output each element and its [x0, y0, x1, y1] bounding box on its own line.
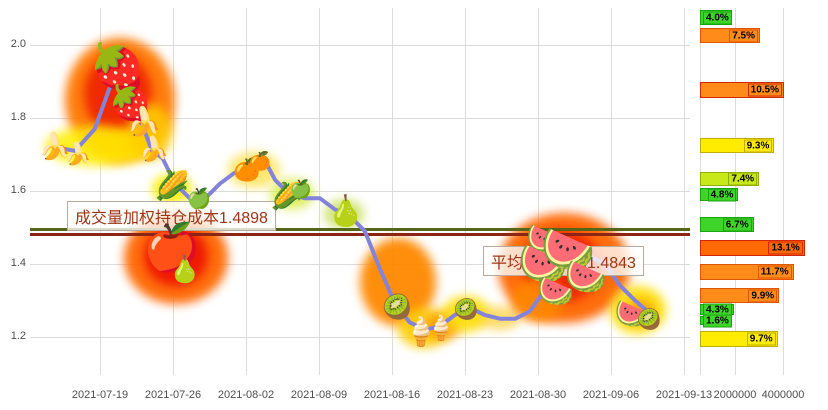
- corn-icon: 🌽: [154, 170, 190, 201]
- volume-profile-bar: 7.5%: [700, 28, 760, 43]
- x-axis-label: 2021-08-30: [509, 389, 567, 401]
- volume-profile-bar: 13.1%: [700, 240, 805, 256]
- volume-profile-bar: 4.8%: [700, 188, 739, 201]
- volume-bar-label: 9.7%: [746, 332, 776, 346]
- volume-bar-label: 7.5%: [729, 29, 758, 42]
- volume-bar-label: 9.9%: [748, 289, 778, 302]
- kiwi-icon: 🥝: [453, 299, 479, 321]
- banana-icon: 🍌: [139, 136, 169, 163]
- x-axis-label: 2021-08-09: [290, 389, 348, 401]
- volume-bar-label: 13.1%: [768, 241, 803, 255]
- y-axis-label: 1.8: [10, 111, 26, 123]
- kiwi-icon: 🥝: [636, 309, 662, 331]
- volume-bar-label: 6.7%: [722, 218, 752, 231]
- y-axis-label: 1.2: [10, 330, 26, 342]
- x-axis-label: 2021-07-26: [144, 389, 202, 401]
- pear-icon: 🍐: [327, 195, 365, 228]
- volume-profile-bar: 7.4%: [700, 172, 760, 186]
- volume-bar-label: 1.6%: [703, 314, 732, 327]
- banana-icon: 🍌: [64, 141, 92, 166]
- volume-profile-bar: 6.7%: [700, 217, 754, 232]
- volume-profile-bar: 4.0%: [700, 10, 732, 25]
- y-axis-label: 1.4: [10, 257, 26, 269]
- y-axis-label: 2.0: [10, 38, 26, 50]
- y-axis-label: 1.6: [10, 184, 26, 196]
- x-axis-label: 2021-09-13: [655, 389, 713, 401]
- gridline-horizontal: [30, 191, 690, 192]
- gridline-horizontal: [30, 45, 690, 46]
- pear-icon: 🍐: [168, 254, 202, 284]
- volume-profile-bar: 10.5%: [700, 82, 784, 98]
- volume-bar-label: 9.3%: [743, 139, 773, 152]
- x-axis-label: 2021-08-16: [363, 389, 421, 401]
- banana-icon: 🍌: [126, 106, 162, 137]
- x-axis-label: 4000000: [761, 389, 805, 401]
- x-axis-label: 2021-08-23: [436, 389, 494, 401]
- green-apple-icon: 🍏: [186, 188, 212, 210]
- volume-profile-bar: 9.3%: [700, 138, 775, 153]
- gridline-horizontal: [30, 337, 690, 338]
- volume-profile-bar: 9.9%: [700, 288, 780, 303]
- volume-bar-label: 7.4%: [728, 172, 758, 186]
- volume-profile-bar: 1.6%: [700, 314, 732, 327]
- tangerine-icon: 🍊: [248, 151, 272, 171]
- icecream-icon: 🍦: [426, 315, 456, 342]
- watermelon-icon: 🍉: [537, 275, 575, 308]
- x-axis-label: 2000000: [713, 389, 757, 401]
- x-axis-label: 2021-07-19: [71, 389, 129, 401]
- volume-profile-bar: 9.7%: [700, 331, 778, 347]
- volume-bar-label: 4.0%: [703, 11, 732, 24]
- x-axis-label: 2021-09-06: [582, 389, 640, 401]
- x-axis-label: 2021-08-02: [217, 389, 275, 401]
- volume-bar-label: 10.5%: [747, 83, 782, 97]
- volume-bar-label: 4.8%: [707, 188, 737, 201]
- volume-bar-label: 11.7%: [757, 265, 792, 279]
- volume-profile-bar: 11.7%: [700, 264, 794, 280]
- gridline-vertical: [783, 8, 784, 375]
- green-apple-icon: 🍏: [289, 179, 313, 199]
